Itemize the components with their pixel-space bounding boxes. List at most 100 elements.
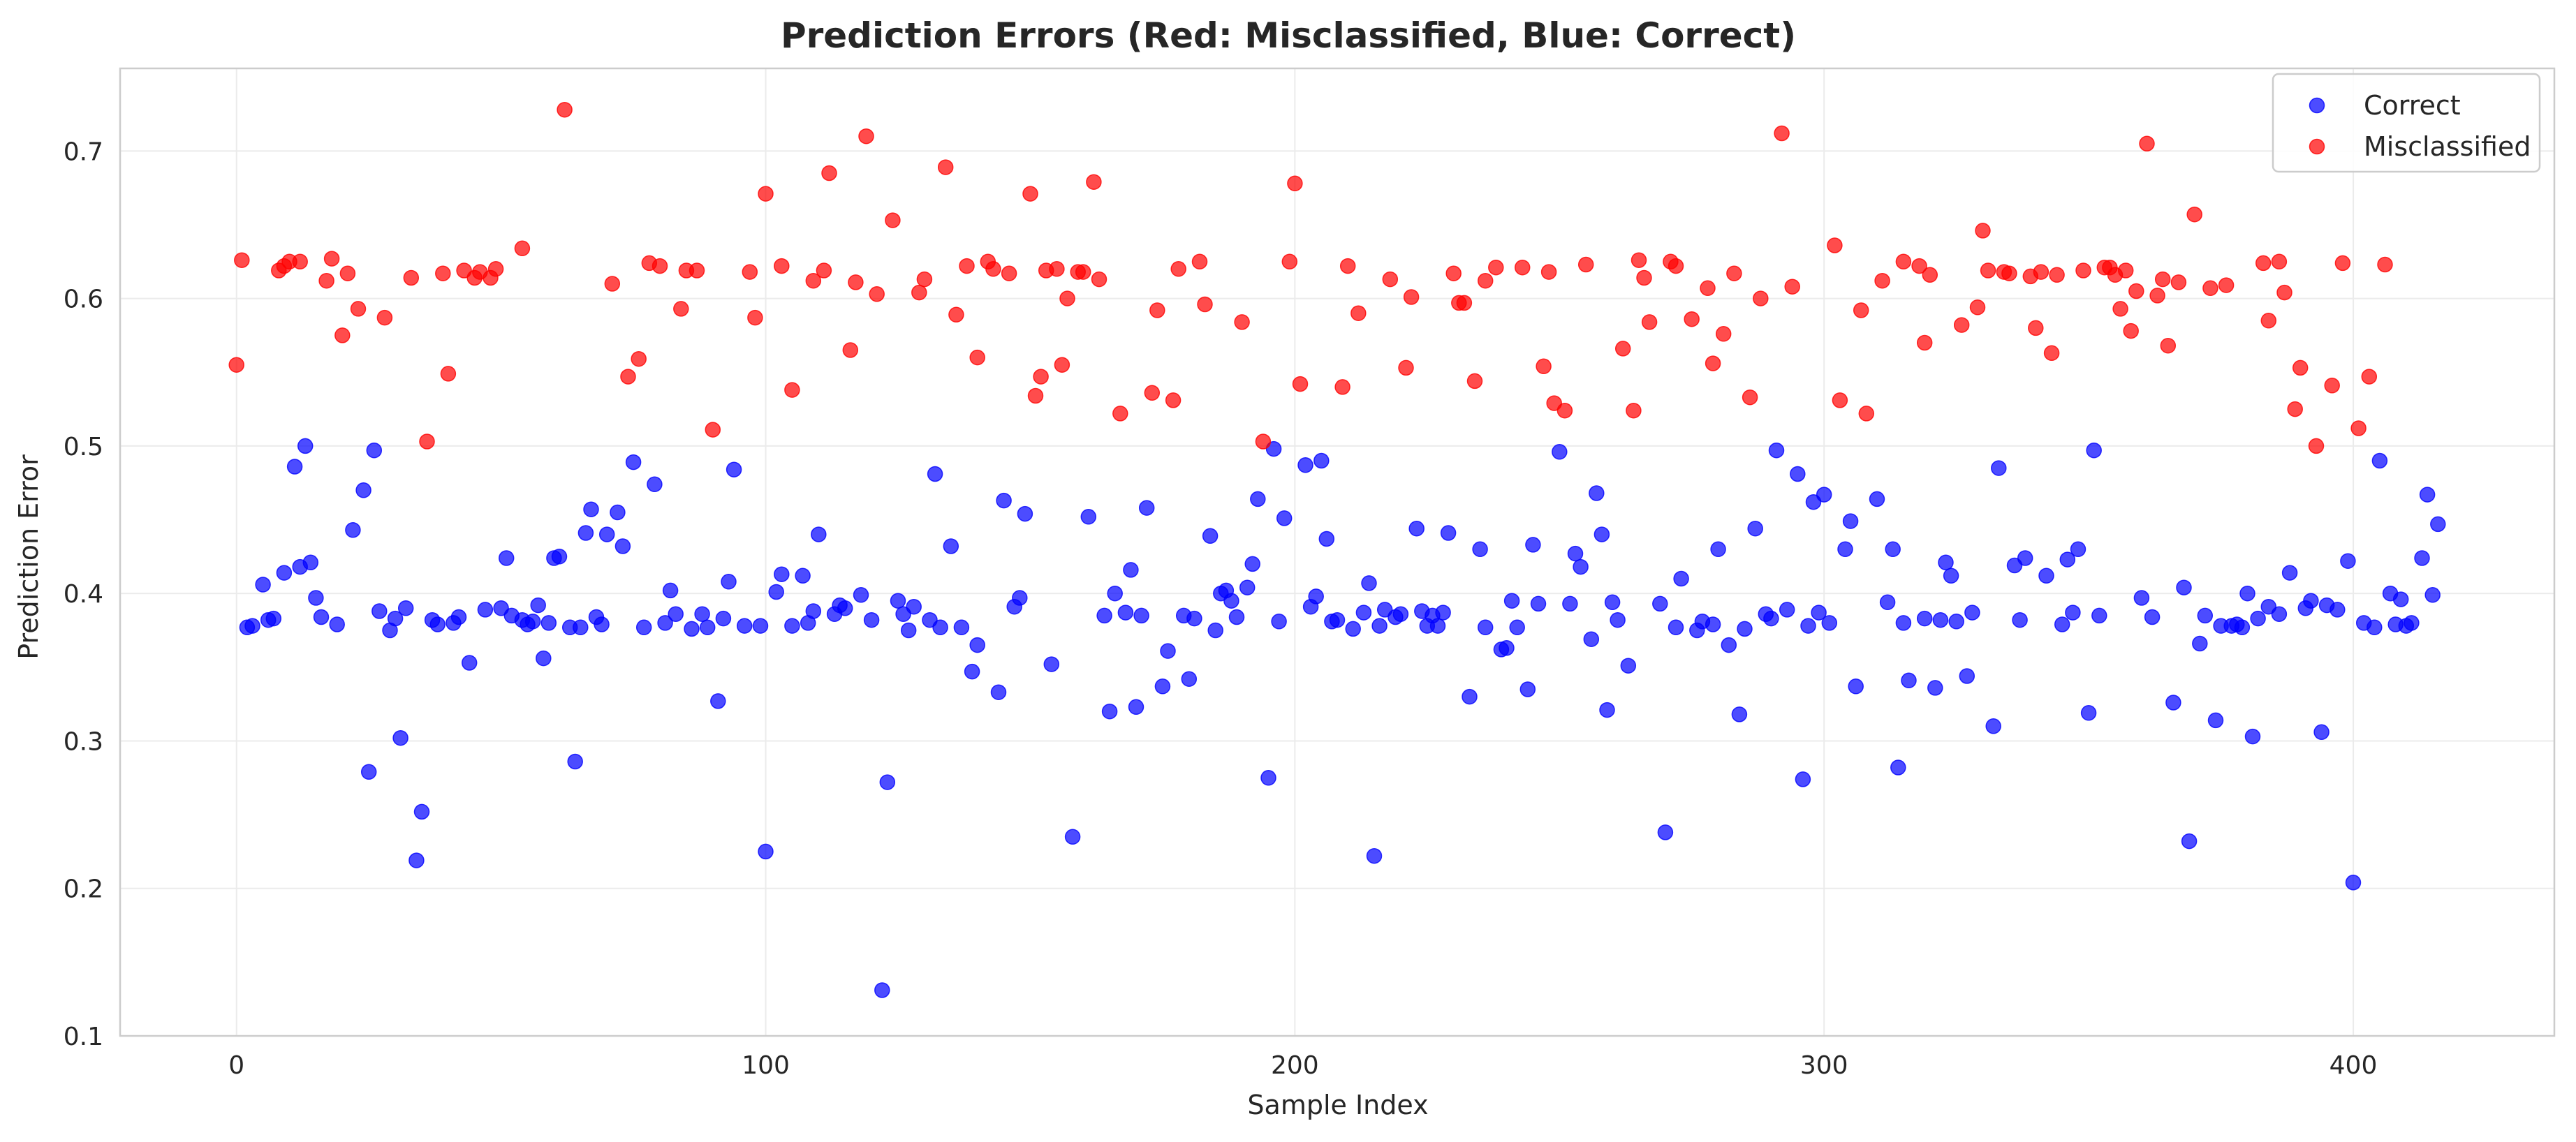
point-correct xyxy=(1991,460,2007,476)
point-correct xyxy=(2414,550,2430,566)
point-correct xyxy=(1811,605,1827,621)
y-tick-label: 0.3 xyxy=(64,727,103,756)
point-correct xyxy=(1361,575,1377,591)
point-correct xyxy=(1429,618,1446,634)
point-correct xyxy=(1345,621,1361,637)
point-correct xyxy=(879,774,896,790)
point-correct xyxy=(943,538,959,554)
point-correct xyxy=(1790,466,1806,482)
point-correct xyxy=(2133,590,2150,606)
point-misclassified xyxy=(1684,311,1700,327)
point-correct xyxy=(1837,541,1853,558)
point-misclassified xyxy=(1753,290,1769,306)
point-correct xyxy=(863,611,880,628)
point-correct xyxy=(726,461,742,477)
point-misclassified xyxy=(435,265,451,281)
point-misclassified xyxy=(1059,290,1075,306)
legend-label-correct: Correct xyxy=(2364,90,2461,121)
point-correct xyxy=(699,619,716,636)
point-correct xyxy=(2345,875,2362,891)
point-correct xyxy=(2207,712,2224,729)
point-misclassified xyxy=(1445,265,1462,281)
point-misclassified xyxy=(2260,313,2277,329)
point-misclassified xyxy=(1614,341,1631,357)
point-correct xyxy=(1519,681,1536,697)
point-correct xyxy=(2144,609,2161,625)
point-correct xyxy=(450,609,467,625)
point-misclassified xyxy=(1726,265,1742,281)
plot-area-frame xyxy=(119,67,2556,1037)
point-misclassified xyxy=(1456,295,1473,311)
point-correct xyxy=(1567,545,1584,562)
point-correct xyxy=(1620,658,1637,674)
point-misclassified xyxy=(1895,253,1912,270)
point-correct xyxy=(1657,824,1674,840)
point-correct xyxy=(1080,509,1097,525)
point-correct xyxy=(1731,706,1748,722)
point-misclassified xyxy=(1784,279,1800,295)
point-correct xyxy=(1181,671,1198,687)
y-axis-label: Prediction Error xyxy=(13,454,44,660)
point-correct xyxy=(1768,442,1785,459)
point-correct xyxy=(1525,537,1541,553)
point-correct xyxy=(1477,619,1494,636)
x-tick-label: 200 xyxy=(1271,1051,1319,1080)
point-misclassified xyxy=(1641,314,1658,330)
point-correct xyxy=(1948,614,1964,630)
point-correct xyxy=(684,621,700,637)
point-correct xyxy=(795,568,811,584)
point-correct xyxy=(2086,442,2102,459)
point-correct xyxy=(371,603,388,619)
point-misclassified xyxy=(2049,267,2065,283)
point-correct xyxy=(710,693,726,709)
point-correct xyxy=(715,610,732,627)
x-tick-label: 0 xyxy=(228,1051,244,1080)
point-correct xyxy=(594,616,610,632)
point-correct xyxy=(413,803,430,820)
point-correct xyxy=(2392,591,2409,607)
point-correct xyxy=(2059,551,2076,568)
point-misclassified xyxy=(1049,261,1065,277)
point-correct xyxy=(805,603,822,619)
point-correct xyxy=(736,618,753,634)
point-misclassified xyxy=(948,306,964,323)
point-correct xyxy=(2017,550,2033,566)
point-correct xyxy=(392,729,409,746)
point-correct xyxy=(2330,602,2346,618)
point-misclassified xyxy=(334,327,351,343)
point-correct xyxy=(1747,520,1763,537)
point-misclassified xyxy=(1832,392,1848,408)
point-correct xyxy=(1721,637,1737,653)
point-misclassified xyxy=(805,272,822,289)
point-misclassified xyxy=(937,159,954,175)
point-correct xyxy=(1927,680,1943,696)
chart-title: Prediction Errors (Red: Misclassified, B… xyxy=(781,15,1796,56)
point-correct xyxy=(1472,541,1488,558)
point-misclassified xyxy=(631,350,647,367)
point-correct xyxy=(461,655,478,671)
point-misclassified xyxy=(969,349,985,366)
point-misclassified xyxy=(1668,258,1684,274)
point-correct xyxy=(1901,672,1917,689)
point-correct xyxy=(1128,699,1145,715)
point-correct xyxy=(996,492,1012,509)
point-misclassified xyxy=(1398,359,1414,376)
point-correct xyxy=(524,614,541,630)
point-correct xyxy=(1710,541,1726,558)
point-correct xyxy=(1890,759,1906,776)
point-misclassified xyxy=(2112,301,2128,317)
point-correct xyxy=(313,609,330,625)
point-correct xyxy=(1440,525,1457,541)
point-correct xyxy=(1869,491,1885,507)
point-misclassified xyxy=(2324,378,2340,394)
point-correct xyxy=(286,459,303,475)
y-tick-label: 0.4 xyxy=(64,580,103,609)
legend: Correct Misclassified xyxy=(2272,73,2541,173)
point-correct xyxy=(853,587,869,603)
point-correct xyxy=(1604,594,1621,611)
point-correct xyxy=(1064,829,1081,845)
point-correct xyxy=(2303,593,2319,609)
point-misclassified xyxy=(2001,265,2017,281)
point-misclassified xyxy=(2154,271,2171,288)
point-correct xyxy=(614,538,631,554)
